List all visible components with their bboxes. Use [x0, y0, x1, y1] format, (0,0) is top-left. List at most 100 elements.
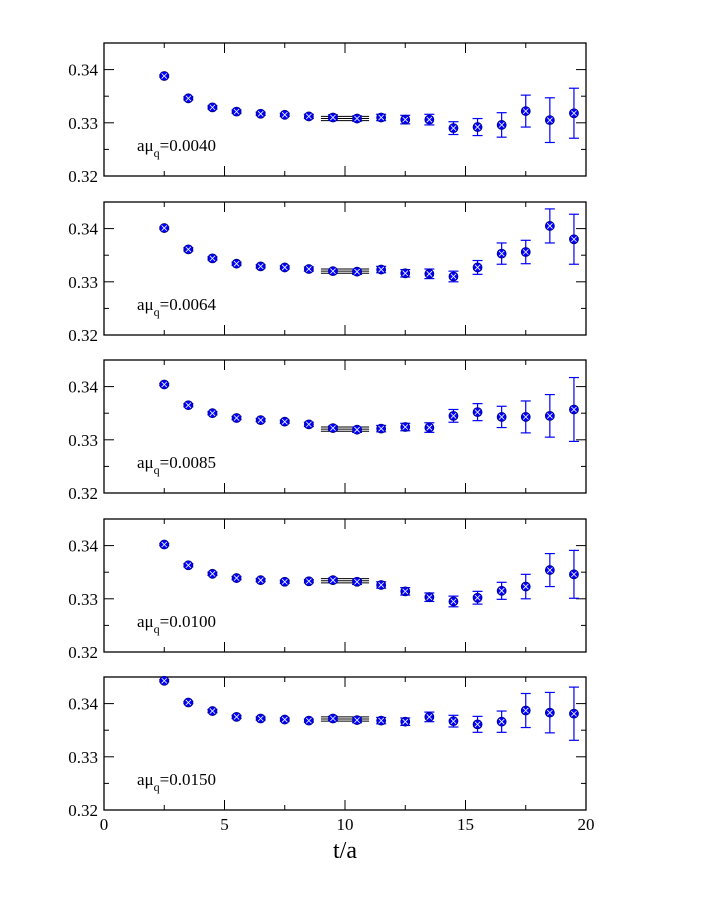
- data-point-cross: [426, 116, 433, 123]
- data-point-cross: [546, 412, 553, 419]
- data-point-cross: [185, 562, 192, 569]
- data-point-cross: [522, 249, 529, 255]
- y-tick-label: 0.32: [68, 484, 98, 503]
- data-point-cross: [378, 425, 385, 432]
- data-point-cross: [378, 114, 385, 121]
- data-point-cross: [402, 116, 409, 123]
- data-point-cross: [402, 424, 409, 430]
- data-point-cross: [354, 578, 360, 585]
- data-point-cross: [233, 415, 240, 421]
- panel-frame: [103, 42, 587, 177]
- panel-2: 0.32 0.33 0.34 aμq=0.0064: [68, 201, 587, 345]
- data-point-cross: [571, 406, 577, 413]
- panel-frame: [103, 518, 587, 653]
- data-point-cross: [161, 225, 168, 231]
- data-point-cross: [402, 270, 409, 277]
- data-point-cross: [185, 402, 192, 409]
- data-point-cross: [378, 582, 385, 588]
- y-tick-label: 0.33: [68, 114, 98, 133]
- data-point-cross: [498, 250, 505, 257]
- data-point-cross: [571, 571, 577, 578]
- data-point-cross: [281, 111, 288, 118]
- data-point-cross: [498, 414, 505, 420]
- data-point-cross: [233, 260, 240, 267]
- x-tick-label: 15: [457, 815, 474, 834]
- data-point-cross: [330, 577, 336, 584]
- data-point-cross: [161, 541, 168, 548]
- x-tick-label: 5: [220, 815, 229, 834]
- data-point-cross: [354, 268, 360, 275]
- panel-label: aμq=0.0040: [137, 136, 216, 160]
- y-tick-label: 0.33: [68, 748, 98, 767]
- panel-frame: [103, 201, 587, 336]
- data-point-cross: [426, 594, 433, 601]
- y-tick-label: 0.32: [68, 167, 98, 186]
- panel-4: 0.32 0.33 0.34 aμq=0.0100: [68, 518, 587, 662]
- data-point-cross: [571, 110, 577, 117]
- data-point-cross: [402, 588, 409, 595]
- data-point-cross: [305, 578, 312, 585]
- data-point-cross: [257, 577, 264, 584]
- data-point-cross: [546, 709, 553, 716]
- panel-label: aμq=0.0150: [137, 770, 216, 794]
- y-tick-label: 0.32: [68, 643, 98, 662]
- panel-frame: [103, 676, 587, 811]
- y-tick-label: 0.32: [68, 801, 98, 820]
- panel-frame: [103, 359, 587, 494]
- data-point-cross: [426, 424, 433, 431]
- panel-3: 0.32 0.33 0.34 aμq=0.0085: [68, 359, 587, 503]
- panel-label: aμq=0.0085: [137, 453, 216, 477]
- data-point-cross: [474, 721, 481, 728]
- data-point-cross: [185, 95, 192, 102]
- data-point-cross: [522, 583, 529, 590]
- y-tick-label: 0.34: [68, 378, 98, 397]
- data-point-cross: [281, 418, 288, 425]
- data-point-cross: [305, 266, 312, 272]
- data-point-cross: [498, 122, 505, 128]
- data-point-cross: [426, 270, 433, 277]
- y-tick-label: 0.34: [68, 537, 98, 556]
- data-point-cross: [571, 236, 577, 243]
- data-point-cross: [546, 567, 553, 573]
- data-point-cross: [161, 381, 168, 388]
- data-point-cross: [474, 264, 481, 271]
- data-point-cross: [354, 717, 360, 723]
- data-point-cross: [330, 268, 336, 275]
- y-tick-label: 0.32: [68, 326, 98, 345]
- data-point-cross: [209, 255, 216, 262]
- data-point-cross: [474, 409, 481, 416]
- data-point-cross: [257, 417, 264, 423]
- data-point-cross: [257, 263, 264, 270]
- data-point-cross: [498, 587, 505, 594]
- data-point-cross: [498, 718, 505, 725]
- data-point-cross: [522, 707, 529, 714]
- data-point-cross: [161, 73, 168, 79]
- x-tick-label: 0: [100, 815, 109, 834]
- panel-label: aμq=0.0100: [137, 612, 216, 636]
- data-point-cross: [233, 575, 240, 581]
- y-tick-label: 0.34: [68, 220, 98, 239]
- data-point-cross: [305, 113, 312, 120]
- data-point-cross: [209, 570, 216, 577]
- y-tick-label: 0.33: [68, 431, 98, 450]
- data-point-cross: [233, 108, 240, 115]
- data-point-cross: [233, 714, 240, 720]
- data-point-cross: [354, 115, 360, 122]
- data-point-cross: [161, 677, 168, 684]
- data-point-cross: [378, 266, 385, 273]
- y-tick-label: 0.33: [68, 273, 98, 292]
- data-point-cross: [257, 715, 264, 722]
- data-point-cross: [185, 699, 192, 706]
- data-point-cross: [450, 598, 457, 605]
- x-tick-label: 20: [578, 815, 595, 834]
- data-point-cross: [571, 710, 577, 717]
- y-tick-label: 0.34: [68, 695, 98, 714]
- data-point-cross: [450, 125, 457, 132]
- data-point-cross: [546, 223, 553, 229]
- panel-1: 0.32 0.33 0.34 aμq=0.0040: [68, 42, 587, 186]
- data-point-cross: [209, 410, 216, 417]
- y-tick-label: 0.34: [68, 61, 98, 80]
- data-point-cross: [450, 273, 457, 280]
- data-point-cross: [209, 104, 216, 111]
